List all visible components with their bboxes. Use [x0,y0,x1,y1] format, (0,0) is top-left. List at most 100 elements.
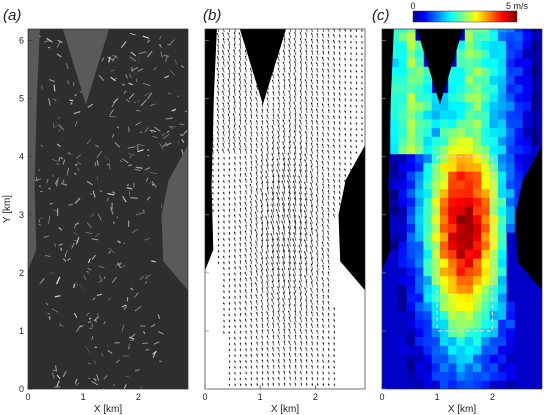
flow-arrow [333,29,335,32]
heatmap-cell [473,127,482,137]
heatmap-cell [481,171,490,181]
heatmap-cell [481,40,490,50]
flow-arrow-head [277,376,280,379]
flow-arrow-head [255,329,258,332]
flow-arrow-head [250,270,253,273]
flow-arrow-head [261,126,263,128]
sar-speckle [86,270,89,273]
heatmap-cell [406,328,416,338]
flow-arrow-head [233,237,236,240]
flow-arrow-head [355,46,358,49]
flow-arrow-head [327,265,330,268]
flow-arrow-head [361,35,363,38]
flow-arrow-head [316,240,318,243]
sar-speckle [108,164,111,170]
heatmap-cell [431,258,441,268]
flow-arrow-head [223,308,225,310]
heatmap-cell [514,136,524,146]
flow-arrow-head [244,289,247,291]
heatmap-cell [497,31,507,41]
flow-arrow-head [333,150,335,152]
flow-arrow-head [261,383,264,385]
flow-arrow-head [261,257,263,260]
flow-arrow-head [256,120,258,122]
flow-arrow-head [303,204,306,207]
flow-arrow-head [288,141,291,143]
heatmap-cell [415,284,424,294]
flow-arrow-head [245,277,247,279]
flow-arrow-head [239,372,242,374]
sar-speckle [116,126,120,129]
flow-arrow-head [249,253,252,256]
flow-arrow [234,29,236,32]
flow-arrow-head [272,102,275,105]
flow-arrow-head [287,163,290,166]
sar-speckle [135,212,144,216]
heatmap-cell [431,319,441,329]
sar-speckle [127,126,130,133]
flow-arrow-head [281,197,284,200]
flow-arrow-head [245,167,247,169]
flow-arrow-head [250,206,252,209]
heatmap-cell [439,171,449,181]
heatmap-cell [497,232,507,242]
sar-speckle [33,178,42,182]
flow-arrow-head [305,164,307,167]
flow-arrow-head [321,85,324,88]
flow-arrow-head [239,271,242,274]
flow-arrow-head [227,113,230,116]
flow-arrow-head [327,150,329,152]
heatmap-cell [497,49,507,59]
flow-arrow-head [344,52,347,54]
heatmap-cell [473,232,482,242]
flow-arrow-head [265,251,268,253]
heatmap-cell [406,319,416,329]
flow-arrow-head [299,353,302,355]
flow-arrow-head [293,37,296,40]
heatmap-cell [390,92,399,102]
flow-arrow-head [293,43,296,46]
flow-arrow-head [322,91,324,94]
flow-arrow-head [327,324,330,327]
sar-speckle [170,70,175,76]
flow-arrow-head [255,205,258,208]
heatmap-cell [464,145,474,155]
flow-arrow-head [321,218,324,220]
flow-arrow-head [316,377,319,380]
flow-arrow-head [333,319,336,321]
flow-arrow-head [239,173,242,175]
flow-arrow-head [361,116,363,119]
heatmap-cell [431,371,441,381]
flow-arrow-head [239,179,241,181]
flow-arrow-head [350,133,352,136]
flow-arrow-head [310,114,313,116]
flow-arrow-head [327,248,330,250]
flow-arrow-head [322,39,324,41]
heatmap-cell [514,92,524,102]
flow-arrow-head [350,145,352,147]
flow-arrow-head [217,79,219,81]
flow-arrow-head [316,102,319,105]
heatmap-cell [439,214,449,224]
flow-arrow-head [333,307,336,309]
flow-arrow-head [333,167,335,170]
flow-arrow-head [244,113,247,116]
sar-speckle [159,35,162,41]
flow-arrow-head [305,136,308,139]
flow-arrow-head [228,168,231,171]
flow-arrow-head [223,278,225,281]
flow-arrow-head [277,298,280,300]
sar-speckle [60,157,64,160]
flow-arrow-head [267,382,270,385]
flow-arrow-head [239,301,241,304]
flow-arrow-head [228,55,230,58]
heatmap-cell [415,336,424,346]
panel-a-sar-image [28,29,188,389]
flow-arrow-head [255,223,258,225]
flow-arrow-head [310,154,313,156]
flow-arrow-head [294,328,296,331]
flow-arrow-head [349,29,352,32]
flow-arrow-head [333,86,335,89]
flow-arrow-head [282,152,284,155]
heatmap-cell [423,249,433,259]
